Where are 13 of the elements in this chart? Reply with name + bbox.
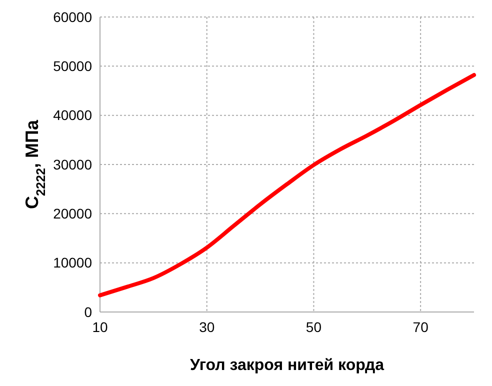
x-tick-label: 10 bbox=[92, 319, 108, 335]
y-tick-label: 60000 bbox=[53, 8, 92, 25]
y-tick-label: 10000 bbox=[53, 254, 92, 271]
y-tick-label: 0 bbox=[84, 304, 92, 320]
x-tick-label: 30 bbox=[199, 319, 215, 335]
x-axis-title: Угол закроя нитей корда bbox=[190, 357, 384, 374]
x-tick-label: 50 bbox=[306, 319, 322, 335]
y-tick-label: 20000 bbox=[53, 206, 92, 222]
line-series bbox=[98, 73, 476, 298]
y-tick-label: 40000 bbox=[53, 107, 92, 124]
x-tick-label: 70 bbox=[412, 319, 429, 335]
y-tick-label: 30000 bbox=[53, 156, 92, 172]
y-tick-label: 50000 bbox=[53, 58, 92, 74]
